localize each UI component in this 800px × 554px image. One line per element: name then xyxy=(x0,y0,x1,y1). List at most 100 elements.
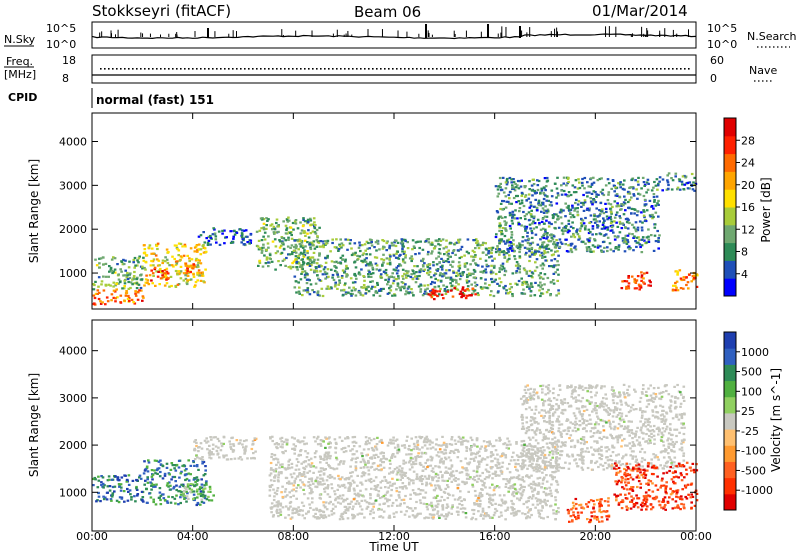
heatmap-cell xyxy=(587,185,591,188)
heatmap-cell xyxy=(161,259,165,262)
heatmap-cell xyxy=(488,498,492,501)
heatmap-cell xyxy=(330,476,333,479)
heatmap-cell xyxy=(445,285,449,288)
heatmap-cell xyxy=(197,450,200,453)
heatmap-cell xyxy=(488,284,491,287)
heatmap-cell xyxy=(298,265,302,268)
heatmap-cell xyxy=(142,500,145,503)
heatmap-cell xyxy=(364,260,368,263)
heatmap-cell xyxy=(356,474,359,477)
heatmap-cell xyxy=(618,196,622,199)
heatmap-cell xyxy=(421,294,425,297)
heatmap-cell xyxy=(306,287,310,290)
heatmap-cell xyxy=(381,496,384,499)
heatmap-cell xyxy=(298,238,301,241)
heatmap-cell xyxy=(569,244,573,247)
heatmap-cell xyxy=(517,455,520,459)
heatmap-cell xyxy=(112,289,116,292)
heatmap-cell xyxy=(466,238,470,241)
heatmap-cell xyxy=(260,248,263,251)
heatmap-cell xyxy=(190,488,194,491)
heatmap-cell xyxy=(510,178,513,181)
heatmap-cell xyxy=(323,453,327,456)
heatmap-cell xyxy=(352,498,356,501)
heatmap-cell xyxy=(300,241,304,244)
heatmap-cell xyxy=(95,264,99,267)
heatmap-cell xyxy=(548,222,551,225)
nave-dot xyxy=(516,68,518,70)
heatmap-cell xyxy=(525,501,528,504)
heatmap-cell xyxy=(484,271,488,274)
heatmap-cell xyxy=(395,466,399,469)
heatmap-cell xyxy=(569,248,573,251)
heatmap-cell xyxy=(307,481,310,484)
heatmap-cell xyxy=(340,476,344,479)
heatmap-cell xyxy=(635,236,639,239)
heatmap-cell xyxy=(164,260,167,263)
heatmap-cell xyxy=(506,239,509,242)
heatmap-cell xyxy=(585,246,589,249)
heatmap-cell xyxy=(639,286,643,289)
heatmap-cell xyxy=(508,214,512,217)
heatmap-cell xyxy=(589,214,593,217)
heatmap-cell xyxy=(110,299,113,302)
heatmap-cell xyxy=(522,204,526,208)
heatmap-cell xyxy=(534,233,538,236)
heatmap-cell xyxy=(353,440,356,443)
heatmap-cell xyxy=(301,481,304,484)
heatmap-cell xyxy=(511,486,515,489)
heatmap-cell xyxy=(261,217,264,220)
heatmap-cell xyxy=(502,253,506,256)
heatmap-cell xyxy=(196,258,200,261)
heatmap-cell xyxy=(429,482,432,485)
heatmap-cell xyxy=(318,252,321,255)
heatmap-cell xyxy=(666,181,670,184)
heatmap-cell xyxy=(431,509,435,512)
heatmap-cell xyxy=(540,189,544,192)
heatmap-cell xyxy=(121,263,125,266)
heatmap-cell xyxy=(302,263,305,266)
heatmap-cell xyxy=(639,245,642,249)
heatmap-cell xyxy=(362,260,365,263)
nave-dot xyxy=(344,68,346,70)
heatmap-cell xyxy=(503,220,506,223)
heatmap-cell xyxy=(152,258,156,261)
heatmap-cell xyxy=(240,458,244,461)
nave-dot xyxy=(228,68,230,70)
heatmap-cell xyxy=(183,494,186,498)
heatmap-cell xyxy=(388,481,392,484)
heatmap-cell xyxy=(602,212,606,215)
heatmap-cell xyxy=(354,502,358,505)
heatmap-cell xyxy=(383,246,386,249)
heatmap-cell xyxy=(510,476,513,479)
heatmap-cell xyxy=(107,475,111,478)
heatmap-cell xyxy=(510,233,514,236)
heatmap-cell xyxy=(136,276,139,279)
heatmap-cell xyxy=(197,235,201,238)
heatmap-cell xyxy=(457,238,460,241)
heatmap-cell xyxy=(348,242,352,245)
heatmap-cell xyxy=(571,221,574,224)
heatmap-cell xyxy=(404,471,408,475)
heatmap-cell xyxy=(295,486,298,489)
heatmap-cell xyxy=(589,230,592,234)
heatmap-cell xyxy=(489,251,492,254)
heatmap-cell xyxy=(208,444,211,447)
heatmap-cell xyxy=(302,261,306,264)
nave-dot xyxy=(528,68,530,70)
heatmap-cell xyxy=(421,478,425,481)
heatmap-cell xyxy=(615,186,619,189)
heatmap-cell xyxy=(205,480,208,483)
heatmap-cell xyxy=(403,285,406,288)
heatmap-cell xyxy=(187,271,190,275)
heatmap-cell xyxy=(266,242,270,245)
heatmap-cell xyxy=(411,257,414,260)
heatmap-cell xyxy=(445,470,448,473)
heatmap-cell xyxy=(455,241,459,244)
heatmap-cell xyxy=(468,294,471,297)
heatmap-cell xyxy=(503,273,506,277)
heatmap-cell xyxy=(658,180,661,183)
heatmap-cell xyxy=(327,451,331,454)
heatmap-cell xyxy=(158,475,162,478)
heatmap-cell xyxy=(199,442,203,445)
